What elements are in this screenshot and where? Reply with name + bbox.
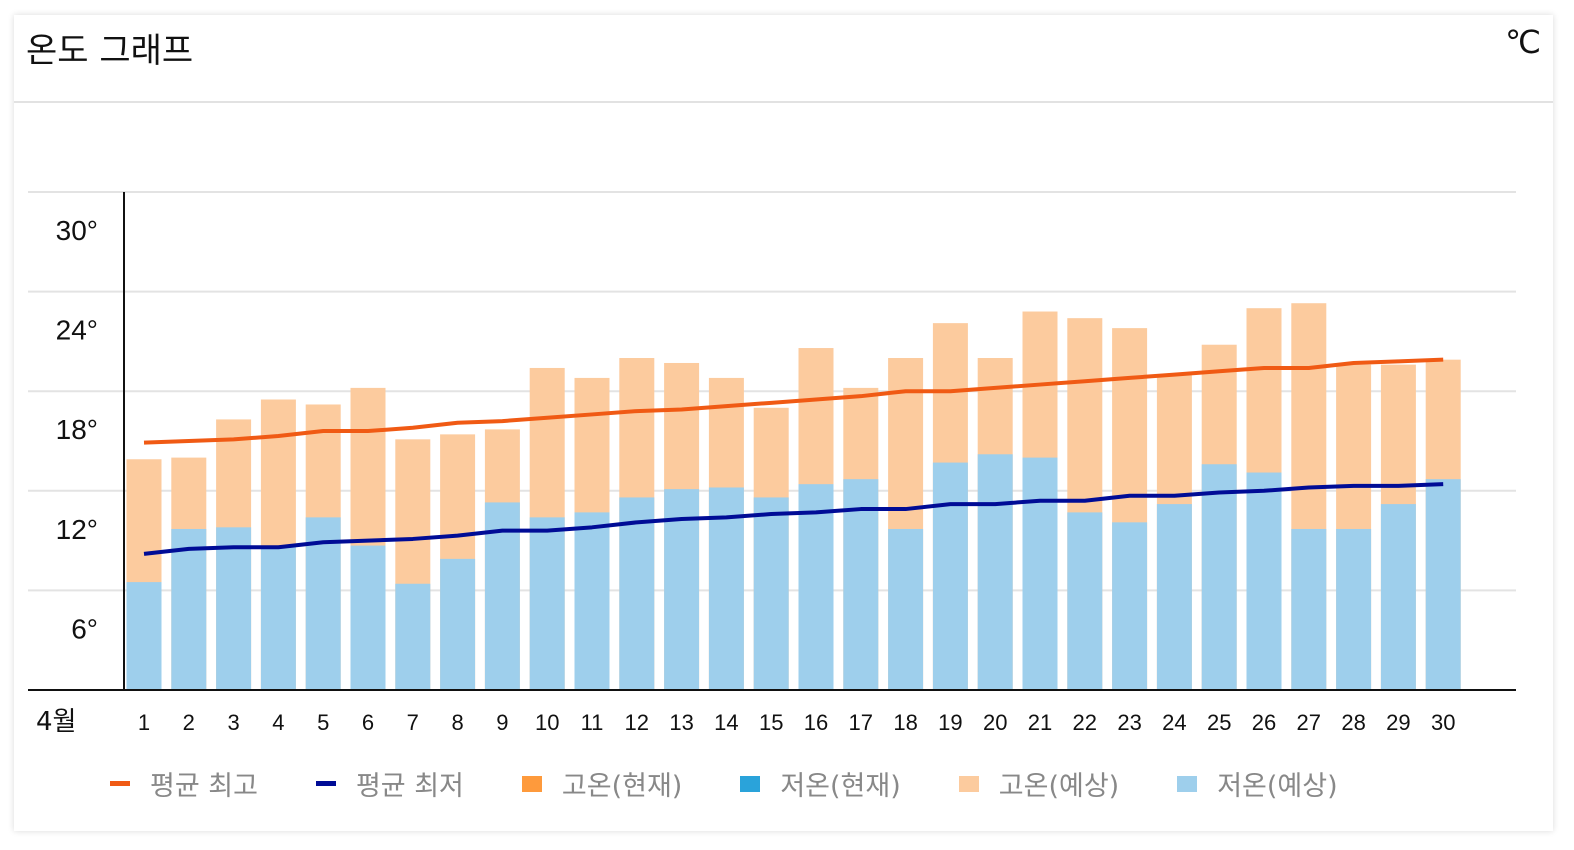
x-tick-label: 16 — [804, 710, 828, 735]
legend-swatch — [740, 775, 761, 792]
bar-low-forecast — [171, 528, 207, 690]
y-tick-label: 6° — [71, 613, 98, 644]
legend-label: 평균 최고 — [150, 771, 258, 802]
x-tick-label: 18 — [893, 710, 917, 735]
legend-item-high-current[interactable]: 고온(현재) — [521, 764, 683, 803]
x-tick-label: 12 — [625, 710, 649, 735]
x-tick-label: 5 — [317, 710, 329, 735]
bar-low-forecast — [574, 512, 610, 690]
x-tick-label: 24 — [1162, 710, 1186, 735]
bar-low-forecast — [1380, 504, 1416, 690]
bar-low-forecast — [216, 527, 252, 690]
legend-item-avg-high[interactable]: 평균 최고 — [110, 764, 258, 803]
y-tick-label: 24° — [56, 315, 98, 346]
x-tick-label: 13 — [669, 710, 693, 735]
x-tick-label: 7 — [407, 710, 419, 735]
bar-low-forecast — [619, 497, 655, 690]
bar-low-forecast — [350, 545, 386, 690]
x-tick-label: 27 — [1297, 710, 1321, 735]
bar-low-forecast — [1291, 528, 1327, 690]
bar-low-forecast — [664, 489, 700, 690]
bar-low-forecast — [440, 558, 476, 690]
x-tick-label: 3 — [227, 710, 239, 735]
bar-low-forecast — [1425, 479, 1461, 690]
legend-item-low-forecast[interactable]: 저온(예상) — [1177, 764, 1338, 803]
x-tick-label: 11 — [581, 710, 604, 735]
x-tick-label: 10 — [535, 710, 559, 735]
legend-label: 평균 최저 — [355, 771, 464, 802]
x-tick-label: 19 — [938, 710, 962, 735]
unit-label: ℃ — [1505, 23, 1541, 61]
card-header: 온도 그래프 ℃ — [14, 15, 1553, 103]
legend-swatch — [958, 775, 979, 792]
x-tick-label: 20 — [983, 710, 1007, 735]
y-tick-label: 30° — [56, 215, 98, 246]
bar-low-forecast — [708, 487, 744, 690]
avg-high-line — [143, 357, 1444, 445]
bar-low-forecast — [1336, 528, 1372, 690]
x-tick-label: 9 — [496, 710, 508, 735]
avg-low-line — [143, 482, 1444, 556]
y-tick-label: 18° — [56, 414, 98, 445]
bar-low-forecast — [977, 454, 1013, 690]
x-tick-label: 8 — [451, 710, 463, 735]
bar-low-forecast — [1246, 472, 1282, 690]
legend-item-high-forecast[interactable]: 고온(예상) — [958, 764, 1120, 803]
legend-swatch — [315, 781, 336, 786]
card-title: 온도 그래프 — [26, 31, 194, 71]
y-tick-label: 12° — [56, 514, 98, 545]
bar-low-forecast — [888, 528, 924, 690]
x-tick-label: 1 — [138, 710, 150, 735]
bar-low-forecast — [1156, 504, 1192, 690]
x-tick-label: 17 — [849, 710, 873, 735]
legend-swatch — [110, 781, 130, 786]
x-tick-label: 2 — [183, 710, 195, 735]
x-axis-label: 4월 — [36, 707, 76, 737]
x-tick-label: 29 — [1386, 710, 1410, 735]
legend-swatch — [521, 775, 542, 792]
x-tick-label: 22 — [1073, 710, 1097, 735]
bar-low-forecast — [1112, 522, 1148, 690]
bar-low-forecast — [843, 479, 879, 690]
bar-low-forecast — [260, 547, 296, 690]
legend: 평균 최고 평균 최저 고온(현재) 저온(현재) 고온(예상) 저온(예상) — [110, 764, 1396, 803]
bar-low-forecast — [126, 582, 162, 690]
x-tick-label: 28 — [1341, 710, 1365, 735]
bar-low-forecast — [395, 583, 431, 690]
bar-low-forecast — [798, 484, 834, 690]
legend-swatch — [1177, 775, 1198, 792]
legend-label: 고온(예상) — [998, 771, 1120, 802]
bar-low-forecast — [305, 517, 341, 690]
legend-label: 저온(현재) — [780, 771, 901, 802]
x-tick-label: 6 — [362, 710, 374, 735]
x-tick-label: 30 — [1431, 710, 1455, 735]
x-tick-label: 14 — [714, 710, 738, 735]
bar-low-forecast — [932, 462, 968, 690]
x-tick-label: 15 — [759, 710, 783, 735]
legend-label: 저온(예상) — [1217, 771, 1338, 802]
bar-low-forecast — [1022, 457, 1058, 690]
legend-item-low-current[interactable]: 저온(현재) — [740, 764, 901, 803]
x-tick-label: 21 — [1028, 710, 1052, 735]
bar-low-forecast — [753, 497, 789, 690]
x-tick-label: 26 — [1252, 710, 1276, 735]
bar-low-forecast — [1201, 464, 1237, 690]
bar-low-forecast — [529, 517, 565, 690]
legend-item-avg-low[interactable]: 평균 최저 — [315, 764, 464, 803]
legend-label: 고온(현재) — [561, 771, 683, 802]
x-tick-label: 4 — [272, 710, 284, 735]
x-tick-label: 25 — [1207, 710, 1231, 735]
bar-low-forecast — [1067, 512, 1103, 690]
x-tick-label: 23 — [1117, 710, 1141, 735]
